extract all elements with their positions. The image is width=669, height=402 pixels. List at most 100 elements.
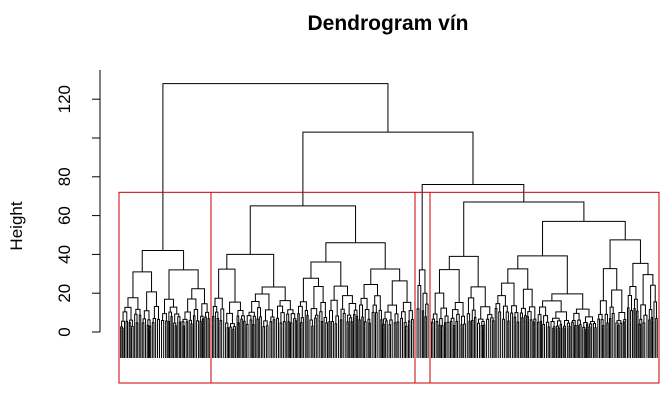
dendrogram-link [602,268,618,301]
dendrogram-link [422,292,428,311]
dendrogram-link [294,320,297,325]
dendrogram-link [619,322,623,326]
dendrogram-link [237,322,240,327]
dendrogram-link [153,306,160,320]
dendrogram-link [290,313,296,323]
dendrogram-tree [120,83,658,358]
dendrogram-link [417,284,422,309]
dendrogram-link [287,321,290,327]
dendrogram-link [165,320,168,326]
dendrogram-link [421,184,525,270]
dendrogram-link [269,321,273,326]
dendrogram-link [438,269,460,303]
dendrogram-link [434,292,445,314]
dendrogram-link [588,326,591,329]
dendrogram-link [335,315,340,324]
dendrogram-link [573,312,580,321]
dendrogram-link [432,313,438,322]
dendrogram-link [257,307,262,319]
dendrogram-link [528,306,536,320]
dendrogram-link [127,297,139,310]
dendrogram-link [368,322,371,326]
dendrogram-link [293,318,297,323]
dendrogram-link [167,321,170,327]
dendrogram-link [455,320,458,328]
dendrogram-link [232,328,235,331]
dendrogram-link [226,253,275,287]
dendrogram-link [650,284,656,310]
dendrogram-link [446,321,450,327]
dendrogram-link [542,300,562,312]
dendrogram-link [277,305,284,319]
dendrogram-link [618,312,626,321]
dendrogram-link [219,320,223,327]
dendrogram-link [218,268,236,303]
dendrogram-link [483,324,486,327]
dendrogram-link [192,315,196,323]
cluster-box [429,191,660,384]
dendrogram-link [408,310,413,321]
dendrogram-link [608,317,612,326]
dendrogram-link [248,311,255,317]
dendrogram-link [537,314,542,323]
dendrogram-link [152,317,157,323]
dendrogram-link [443,322,447,327]
dendrogram-link [314,314,319,324]
dendrogram-link [264,309,273,321]
dendrogram-link [374,295,381,311]
dendrogram-link [320,320,324,325]
dendrogram-link [120,326,124,330]
dendrogram-link [134,313,138,323]
dendrogram-link [536,321,540,328]
dendrogram-link [604,313,608,324]
dendrogram-link [122,311,128,322]
dendrogram-link [444,315,449,323]
dendrogram-link [394,313,399,323]
dendrogram-link [491,320,495,323]
dendrogram-link [382,323,385,328]
dendrogram-link [346,321,349,327]
dendrogram-link [524,314,527,320]
dendrogram-link [449,320,453,327]
dendrogram-link [424,316,427,321]
dendrogram-link [522,288,533,309]
chart-title: Dendrogram vín [307,12,468,35]
dendrogram-link [302,277,320,302]
dendrogram-link [333,285,349,301]
dendrogram-link [143,310,150,320]
y-tick-label: 80 [55,167,74,186]
dendrogram-link [630,310,633,321]
dendrogram-link [405,325,408,329]
dendrogram-link [495,303,501,313]
dendrogram-link [229,301,241,314]
dendrogram-link [648,319,651,327]
dendrogram-link [648,309,653,321]
dendrogram-link [121,320,126,327]
dendrogram-link [132,271,153,298]
cluster-boxes [118,191,660,384]
dendrogram-link [501,282,515,306]
dendrogram-link [147,319,151,327]
dendrogram-link [330,299,338,317]
dendrogram-link [380,319,383,325]
dendrogram-link [162,83,389,251]
dendrogram-link [497,295,506,307]
dendrogram-link [634,298,638,312]
dendrogram-link [142,318,147,325]
dendrogram-link [425,303,429,317]
dendrogram-link [389,319,393,327]
dendrogram-link [616,324,620,327]
dendrogram-link [146,324,149,328]
dendrogram-link [396,321,400,328]
dendrogram-link [331,320,334,328]
dendrogram-link [212,315,215,324]
dendrogram-link [505,311,509,321]
dendrogram-link [207,318,210,322]
dendrogram-link [543,315,549,325]
dendrogram-link [162,313,167,322]
dendrogram-link [302,131,474,206]
dendrogram-link [329,310,334,322]
dendrogram-link [249,205,357,255]
dendrogram-link [325,242,386,269]
